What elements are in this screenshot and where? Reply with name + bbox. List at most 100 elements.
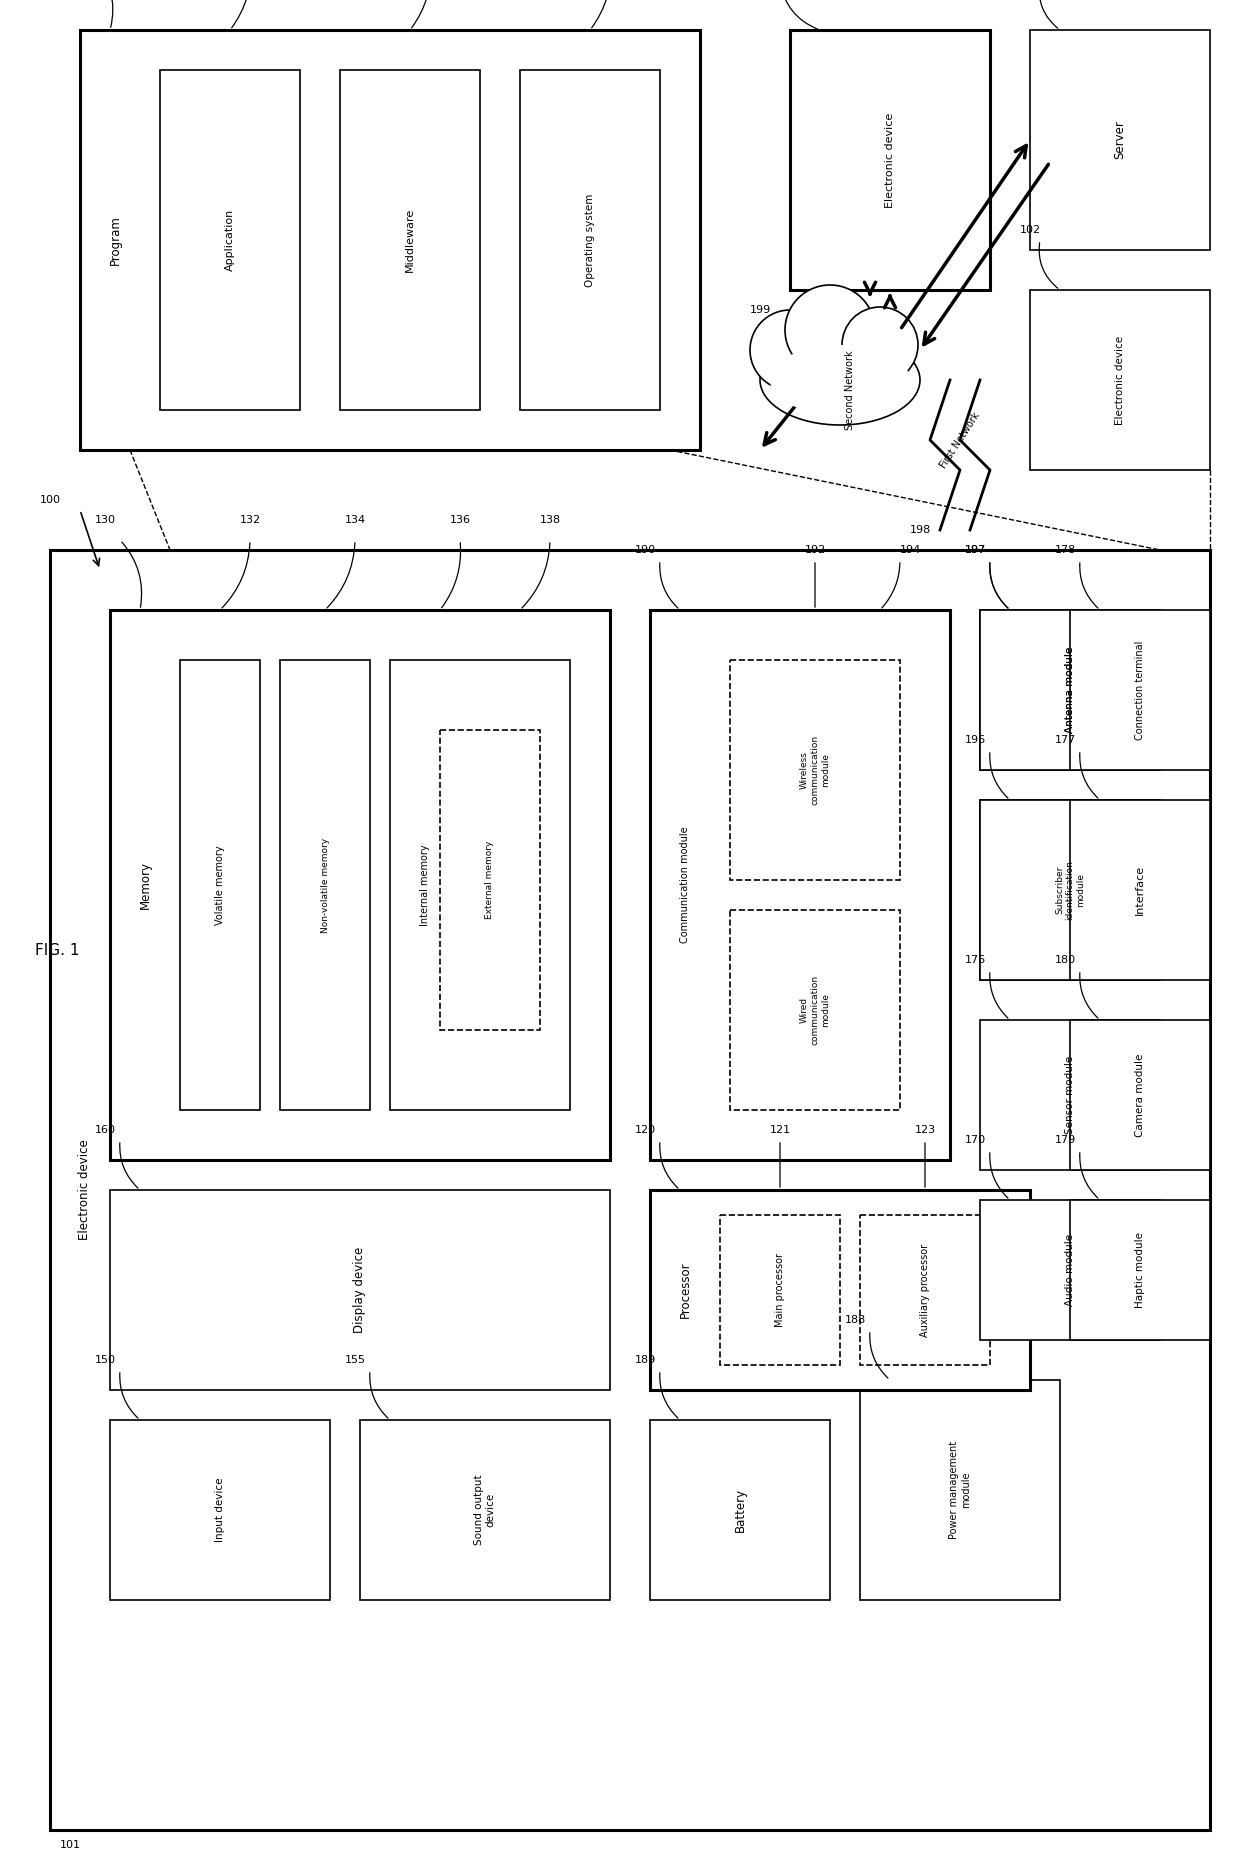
Bar	[110, 610, 610, 1161]
Text: 178: 178	[1054, 545, 1075, 554]
Text: Antenna module: Antenna module	[1065, 647, 1075, 733]
Bar	[360, 1419, 610, 1600]
Text: FIG. 1: FIG. 1	[35, 943, 79, 958]
Bar	[861, 1380, 1060, 1600]
Text: 120: 120	[635, 1125, 656, 1135]
Text: Program: Program	[109, 216, 122, 264]
Bar	[1070, 1200, 1210, 1339]
Bar	[650, 610, 950, 1161]
Text: 194: 194	[899, 545, 920, 554]
Text: 188: 188	[844, 1315, 866, 1324]
Text: Display device: Display device	[353, 1246, 367, 1334]
Text: 189: 189	[635, 1354, 656, 1365]
Text: 150: 150	[94, 1354, 115, 1365]
Text: Auxiliary processor: Auxiliary processor	[920, 1244, 930, 1337]
Bar	[730, 660, 900, 880]
Text: Power management
module: Power management module	[949, 1442, 971, 1538]
Text: Server: Server	[1114, 121, 1126, 160]
Text: 155: 155	[345, 1354, 366, 1365]
Text: 170: 170	[965, 1135, 986, 1146]
Text: Sound output
device: Sound output device	[474, 1475, 496, 1546]
Text: Memory: Memory	[139, 861, 151, 910]
Text: Volatile memory: Volatile memory	[215, 844, 224, 924]
Text: Communication module: Communication module	[680, 826, 689, 943]
Text: 180: 180	[1054, 954, 1075, 965]
Bar	[110, 1190, 610, 1389]
Bar	[280, 660, 370, 1110]
Bar	[861, 1215, 990, 1365]
Text: Battery: Battery	[734, 1488, 746, 1533]
Bar	[790, 30, 990, 290]
Text: Middleware: Middleware	[405, 208, 415, 272]
Bar	[440, 729, 539, 1030]
Text: 197: 197	[965, 545, 986, 554]
Circle shape	[785, 285, 875, 376]
Text: Input device: Input device	[215, 1477, 224, 1542]
Text: Non-volatile memory: Non-volatile memory	[320, 837, 330, 932]
Text: 179: 179	[1054, 1135, 1075, 1146]
Text: Interface: Interface	[1135, 865, 1145, 915]
Bar	[81, 30, 701, 450]
Text: Connection terminal: Connection terminal	[1135, 640, 1145, 740]
Text: 198: 198	[909, 525, 931, 536]
Bar	[1030, 30, 1210, 249]
Ellipse shape	[770, 344, 910, 415]
Bar	[980, 610, 1159, 770]
Bar	[1030, 290, 1210, 471]
Text: Wireless
communication
module: Wireless communication module	[800, 735, 830, 805]
Text: 136: 136	[449, 515, 470, 525]
Text: 101: 101	[60, 1840, 81, 1851]
Bar	[1070, 800, 1210, 980]
Text: Processor: Processor	[678, 1261, 692, 1319]
Text: Electronic device: Electronic device	[1115, 335, 1125, 424]
Bar	[980, 610, 1159, 770]
Text: 134: 134	[345, 515, 366, 525]
Bar	[1070, 1019, 1210, 1170]
Bar	[980, 1200, 1159, 1339]
Text: 197: 197	[965, 545, 986, 554]
Text: 176: 176	[965, 954, 986, 965]
Text: 130: 130	[94, 515, 115, 525]
Bar	[650, 1419, 830, 1600]
Bar	[730, 910, 900, 1110]
Bar	[391, 660, 570, 1110]
Text: 177: 177	[1054, 735, 1075, 746]
Text: 121: 121	[770, 1125, 791, 1135]
Bar	[980, 800, 1159, 980]
Text: Main processor: Main processor	[775, 1254, 785, 1326]
Text: 160: 160	[94, 1125, 115, 1135]
Bar	[650, 1190, 1030, 1389]
Ellipse shape	[760, 335, 920, 424]
Text: Haptic module: Haptic module	[1135, 1231, 1145, 1308]
Text: Wired
communication
module: Wired communication module	[800, 975, 830, 1045]
Bar	[720, 1215, 839, 1365]
Bar	[340, 71, 480, 409]
Text: 196: 196	[965, 735, 986, 746]
Circle shape	[842, 307, 918, 383]
Text: Antenna module: Antenna module	[1065, 647, 1075, 733]
Bar	[1070, 610, 1210, 770]
Text: Audio module: Audio module	[1065, 1233, 1075, 1306]
Bar	[980, 800, 1159, 980]
Text: 100: 100	[40, 495, 61, 506]
Bar	[50, 551, 1210, 1830]
Text: First Network: First Network	[939, 411, 982, 471]
Text: 123: 123	[914, 1125, 935, 1135]
Text: 102: 102	[1019, 225, 1040, 234]
Text: 192: 192	[805, 545, 826, 554]
Text: Operating system: Operating system	[585, 193, 595, 286]
Text: Second Network: Second Network	[844, 350, 856, 430]
Bar	[160, 71, 300, 409]
Circle shape	[750, 311, 830, 391]
Text: Sensor module: Sensor module	[1065, 1056, 1075, 1135]
Bar	[180, 660, 260, 1110]
Text: Internal memory: Internal memory	[420, 844, 430, 926]
Text: External memory: External memory	[486, 841, 495, 919]
Text: 132: 132	[239, 515, 260, 525]
Text: Electronic device: Electronic device	[885, 112, 895, 208]
Text: Electronic device: Electronic device	[78, 1140, 92, 1241]
Text: Subscriber
identification
module: Subscriber identification module	[1055, 859, 1085, 921]
Bar	[980, 1019, 1159, 1170]
Text: 199: 199	[749, 305, 770, 314]
Text: Application: Application	[224, 208, 236, 272]
